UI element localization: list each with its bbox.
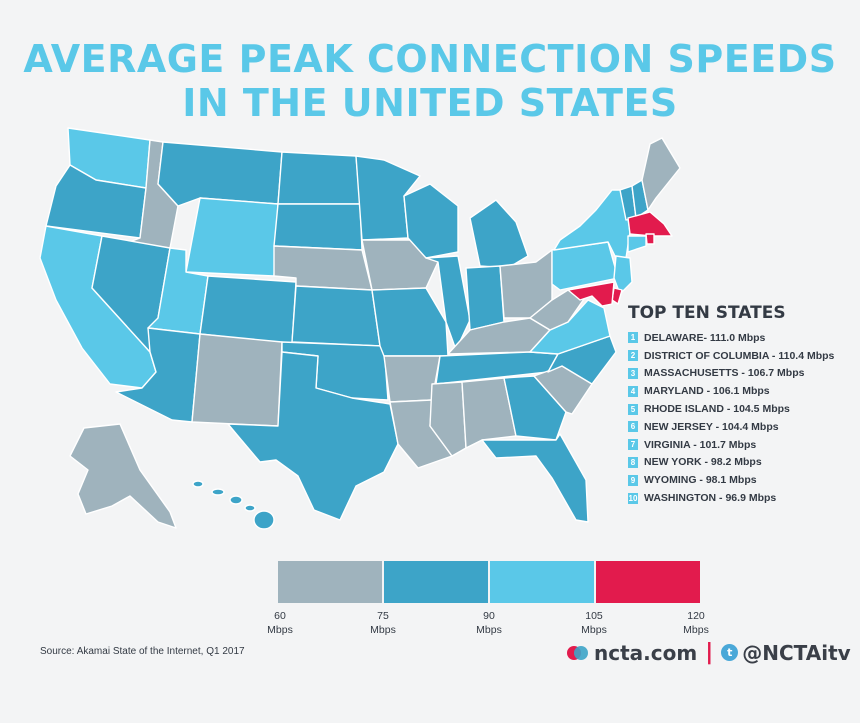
legend-tick-label: 105 Mbps	[564, 609, 624, 637]
rank-badge: 5	[628, 403, 638, 415]
legend-tick-label: 75 Mbps	[353, 609, 413, 637]
twitter-handle: @NCTAitv	[742, 640, 851, 665]
rank-badge: 4	[628, 385, 638, 397]
top-ten-item-text: NEW YORK - 98.2 Mbps	[644, 456, 762, 469]
top-ten-heading: TOP TEN STATES	[628, 303, 786, 323]
state-rhode-island	[645, 233, 655, 245]
top-ten-panel: TOP TEN STATES 1 DELAWARE- 111.0 Mbps 2 DIS…	[628, 303, 858, 507]
rank-badge: 2	[628, 350, 638, 362]
rank-badge: 8	[628, 456, 638, 468]
top-ten-item: 6 NEW JERSEY - 104.4 Mbps	[628, 418, 858, 436]
legend-tick-unit: Mbps	[581, 624, 607, 636]
color-legend	[278, 561, 702, 603]
state-montana	[157, 141, 283, 207]
top-ten-item: 1 DELAWARE- 111.0 Mbps	[628, 329, 858, 347]
top-ten-item-text: MARYLAND - 106.1 Mbps	[644, 385, 770, 398]
state-texas	[227, 351, 399, 521]
state-indiana	[465, 265, 505, 331]
state-maryland	[567, 281, 615, 307]
top-ten-item: 7 VIRGINIA - 101.7 Mbps	[628, 436, 858, 454]
legend-tick-unit: Mbps	[683, 624, 709, 636]
legend-tick-unit: Mbps	[476, 624, 502, 636]
state-mississippi	[429, 381, 467, 457]
top-ten-item-text: WASHINGTON - 96.9 Mbps	[644, 492, 777, 505]
rank-badge: 9	[628, 474, 638, 486]
top-ten-item: 4 MARYLAND - 106.1 Mbps	[628, 382, 858, 400]
top-ten-item-text: RHODE ISLAND - 104.5 Mbps	[644, 403, 790, 416]
legend-tick-value: 75	[377, 610, 389, 622]
state-michigan	[469, 199, 529, 269]
state-massachusetts	[627, 211, 673, 237]
legend-tick-value: 60	[274, 610, 286, 622]
state-colorado	[199, 275, 297, 345]
state-connecticut	[627, 235, 647, 253]
state-hawaii	[192, 480, 275, 530]
rank-badge: 7	[628, 439, 638, 451]
rank-badge: 10	[628, 492, 638, 504]
state-alabama	[461, 377, 517, 449]
legend-tick-value: 105	[585, 610, 603, 622]
top-ten-item: 3 MASSACHUSETTS - 106.7 Mbps	[628, 365, 858, 383]
state-maine	[641, 137, 681, 211]
state-alaska	[69, 423, 177, 529]
legend-tick-value: 90	[483, 610, 495, 622]
map-title-line-1: AVERAGE PEAK CONNECTION SPEEDS	[23, 37, 837, 81]
site-name: ncta.com	[594, 640, 698, 665]
state-missouri	[371, 287, 449, 357]
top-ten-item-text: WYOMING - 98.1 Mbps	[644, 474, 757, 487]
state-wisconsin	[403, 183, 459, 259]
rank-badge: 3	[628, 367, 638, 379]
legend-swatch-105-120	[596, 561, 700, 603]
top-ten-item-text: MASSACHUSETTS - 106.7 Mbps	[644, 367, 805, 380]
top-ten-item: 2 DISTRICT OF COLUMBIA - 110.4 Mbps	[628, 347, 858, 365]
ncta-logo-icon	[567, 642, 589, 664]
legend-tick-value: 120	[687, 610, 705, 622]
rank-badge: 1	[628, 332, 638, 344]
legend-swatch-60-75	[278, 561, 382, 603]
legend-swatch-75-90	[384, 561, 488, 603]
state-wyoming	[185, 197, 279, 277]
top-ten-item-text: DELAWARE- 111.0 Mbps	[644, 331, 766, 344]
state-south-dakota	[273, 203, 363, 251]
state-kansas	[291, 285, 381, 347]
legend-tick-unit: Mbps	[370, 624, 396, 636]
legend-tick-label: 120 Mbps	[666, 609, 726, 637]
rank-badge: 6	[628, 421, 638, 433]
top-ten-item-text: DISTRICT OF COLUMBIA - 110.4 Mbps	[644, 349, 835, 362]
top-ten-item: 5 RHODE ISLAND - 104.5 Mbps	[628, 400, 858, 418]
twitter-icon: t	[721, 644, 739, 661]
legend-tick-label: 60 Mbps	[250, 609, 310, 637]
source-note: Source: Akamai State of the Internet, Q1…	[40, 646, 245, 657]
state-new-mexico	[191, 333, 283, 427]
top-ten-item: 8 NEW YORK - 98.2 Mbps	[628, 454, 858, 472]
top-ten-item-text: NEW JERSEY - 104.4 Mbps	[644, 420, 779, 433]
legend-tick-label: 90 Mbps	[459, 609, 519, 637]
top-ten-item-text: VIRGINIA - 101.7 Mbps	[644, 438, 757, 451]
divider: |	[705, 640, 714, 665]
legend-swatch-90-105	[490, 561, 594, 603]
state-georgia	[503, 375, 567, 441]
map-title-line-2: IN THE UNITED STATES	[182, 81, 678, 125]
top-ten-item: 10 WASHINGTON - 96.9 Mbps	[628, 489, 858, 507]
top-ten-item: 9 WYOMING - 98.1 Mbps	[628, 471, 858, 489]
state-new-jersey	[613, 255, 633, 295]
brand-footer: ncta.com | t @NCTAitv	[567, 640, 851, 665]
state-florida	[481, 433, 589, 523]
state-north-dakota	[277, 151, 361, 205]
legend-tick-unit: Mbps	[267, 624, 293, 636]
